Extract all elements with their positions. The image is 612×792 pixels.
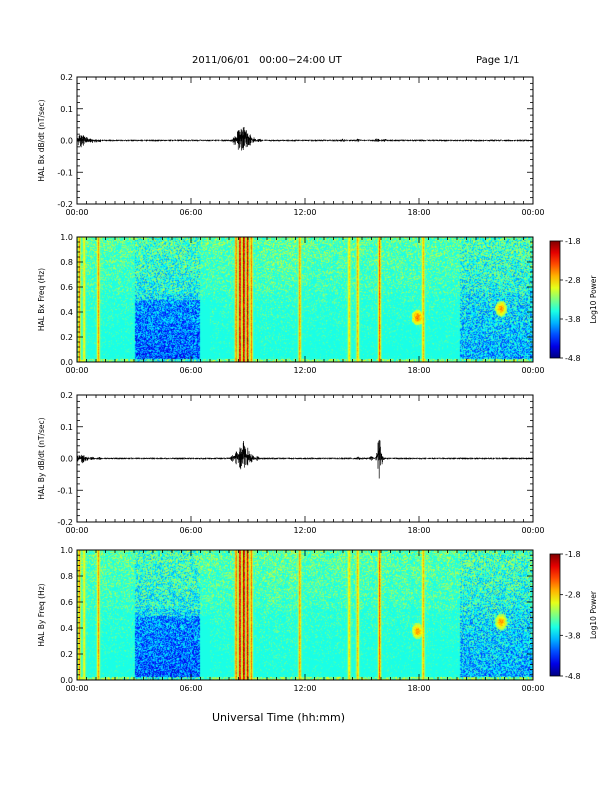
y-tick-label: 1.0 bbox=[60, 546, 73, 555]
x-tick-label: 06:00 bbox=[179, 526, 202, 535]
y-tick-label: 0.8 bbox=[60, 258, 73, 267]
x-tick-label: 12:00 bbox=[293, 684, 316, 693]
colorbar-tick-label: -1.8 bbox=[565, 550, 581, 559]
x-tick-label: 12:00 bbox=[293, 526, 316, 535]
colorbar-tick-label: -2.8 bbox=[565, 591, 581, 600]
x-tick-label: 00:00 bbox=[65, 366, 88, 375]
y-axis-label: HAL Bx Freq (Hz) bbox=[37, 268, 46, 331]
x-tick-label: 00:00 bbox=[65, 208, 88, 217]
x-tick-label: 00:00 bbox=[521, 366, 544, 375]
y-tick-label: 0.0 bbox=[60, 676, 73, 685]
x-tick-label: 00:00 bbox=[521, 526, 544, 535]
y-tick-label: -0.1 bbox=[57, 486, 73, 495]
y-tick-label: 0.6 bbox=[60, 598, 73, 607]
x-tick-label: 12:00 bbox=[293, 208, 316, 217]
y-tick-label: 0.4 bbox=[60, 624, 73, 633]
colorbar-label: Log10 Power bbox=[589, 590, 598, 639]
x-tick-label: 00:00 bbox=[521, 208, 544, 217]
x-tick-label: 06:00 bbox=[179, 208, 202, 217]
colorbar-label: Log10 Power bbox=[589, 275, 598, 324]
y-tick-label: -0.2 bbox=[57, 518, 73, 527]
y-tick-label: -0.2 bbox=[57, 200, 73, 209]
y-tick-label: 0.2 bbox=[60, 73, 73, 82]
colorbar-tick-label: -4.8 bbox=[565, 672, 581, 681]
x-tick-label: 00:00 bbox=[65, 526, 88, 535]
colorbar-tick-label: -3.8 bbox=[565, 631, 581, 640]
x-tick-label: 06:00 bbox=[179, 684, 202, 693]
bx-spectrogram-image bbox=[77, 237, 533, 362]
y-tick-label: -0.1 bbox=[57, 168, 73, 177]
page-title: 2011/06/01 00:00−24:00 UT bbox=[192, 55, 342, 66]
y-tick-label: 0.0 bbox=[60, 137, 73, 146]
y-tick-label: 0.2 bbox=[60, 391, 73, 400]
colorbar bbox=[549, 240, 561, 359]
by-spectrogram-image bbox=[77, 550, 533, 680]
colorbar-tick-label: -1.8 bbox=[565, 237, 581, 246]
x-tick-label: 18:00 bbox=[407, 208, 430, 217]
y-tick-label: 0.2 bbox=[60, 650, 73, 659]
y-tick-label: 0.4 bbox=[60, 308, 73, 317]
dbdt-trace bbox=[76, 439, 534, 479]
y-tick-label: 0.1 bbox=[60, 105, 73, 114]
y-tick-label: 1.0 bbox=[60, 233, 73, 242]
plot-frame bbox=[76, 394, 534, 523]
dbdt-trace bbox=[76, 126, 534, 151]
y-tick-label: 0.6 bbox=[60, 283, 73, 292]
x-tick-label: 18:00 bbox=[407, 684, 430, 693]
x-tick-label: 00:00 bbox=[521, 684, 544, 693]
y-tick-label: 0.0 bbox=[60, 358, 73, 367]
y-axis-label: HAL Bx dB/dt (nT/sec) bbox=[37, 99, 46, 181]
x-tick-label: 18:00 bbox=[407, 526, 430, 535]
colorbar-tick-label: -2.8 bbox=[565, 276, 581, 285]
y-axis-label: HAL By Freq (Hz) bbox=[37, 583, 46, 646]
x-tick-label: 06:00 bbox=[179, 366, 202, 375]
y-axis-label: HAL By dB/dt (nT/sec) bbox=[37, 417, 46, 499]
y-tick-label: 0.2 bbox=[60, 333, 73, 342]
y-tick-label: 0.0 bbox=[60, 455, 73, 464]
y-tick-label: 0.1 bbox=[60, 423, 73, 432]
colorbar bbox=[549, 553, 561, 677]
x-tick-label: 12:00 bbox=[293, 366, 316, 375]
colorbar-tick-label: -3.8 bbox=[565, 315, 581, 324]
colorbar-tick-label: -4.8 bbox=[565, 354, 581, 363]
x-axis-title: Universal Time (hh:mm) bbox=[212, 711, 345, 724]
y-tick-label: 0.8 bbox=[60, 572, 73, 581]
x-tick-label: 00:00 bbox=[65, 684, 88, 693]
plot-frame bbox=[76, 76, 534, 205]
page-number: Page 1/1 bbox=[476, 55, 520, 66]
x-tick-label: 18:00 bbox=[407, 366, 430, 375]
